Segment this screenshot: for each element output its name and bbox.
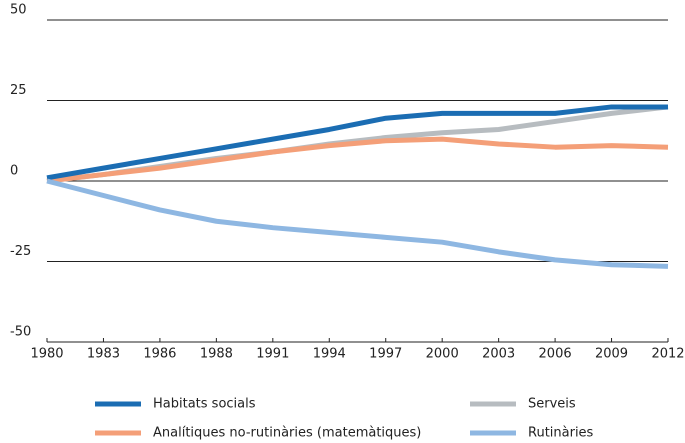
legend-label: Analítiques no-rutinàries (matemàtiques) [153,426,421,441]
x-tick-label: 1986 [143,347,176,362]
line [46,104,668,181]
y-tick-label: -50 [10,325,31,340]
x-tick-label: 1991 [256,347,289,362]
legend-label: Rutinàries [528,426,594,441]
x-tick-label: 2003 [482,347,515,362]
x-tick-label: 1980 [30,347,63,362]
x-tick-label: 1994 [313,347,346,362]
y-tick-label: -25 [10,244,31,259]
x-tick-label: 2006 [539,347,572,362]
x-tick-label: 2000 [426,347,459,362]
y-tick-label: 0 [10,164,18,179]
x-tick-label: 1988 [200,347,233,362]
x-tick-label: 2009 [595,347,628,362]
x-tick-label: 1997 [369,347,402,362]
line [46,178,669,269]
x-tick-label: 1983 [87,347,120,362]
legend-label: Serveis [528,397,576,412]
x-tick-label: 2012 [651,347,684,362]
y-tick-label: 25 [10,83,27,98]
legend-label: Habitats socials [153,397,256,412]
line [46,136,669,184]
y-tick-label: 50 [10,3,27,18]
